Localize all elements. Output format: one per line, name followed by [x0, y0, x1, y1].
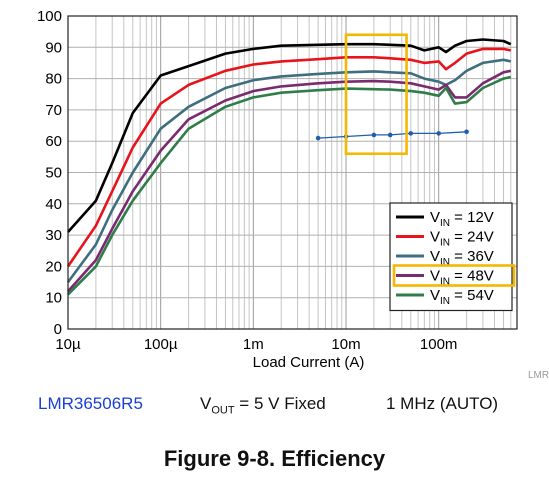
marker-point [387, 132, 393, 138]
series-line-5 [67, 75, 512, 296]
part-number-label: LMR36506R5 [38, 394, 143, 413]
series-line-2 [66, 47, 512, 268]
frequency-label: 1 MHz (AUTO) [386, 394, 499, 413]
vout-value: = 5 V Fixed [234, 394, 326, 413]
series-line-4 [67, 69, 512, 293]
highlight-box [344, 33, 408, 156]
figure-title: Figure 9-8. Efficiency [163, 446, 386, 471]
watermark-label: LMR3 [528, 370, 549, 381]
marker-point [371, 132, 377, 138]
legend-highlight-box [392, 264, 516, 287]
x-axis-title: Load Current (A) [253, 354, 365, 371]
y-tick-label: 100 [37, 8, 62, 25]
series-group [66, 38, 512, 296]
marker-point [408, 131, 414, 136]
efficiency-chart: 0 10 20 30 40 50 60 70 80 90 100 10µ 100µ 1m 10m 100m Lo… [37, 8, 549, 381]
legend-label: VIN = 48V [430, 268, 494, 288]
y-tick-label: 20 [45, 258, 62, 275]
legend-label: VIN = 24V [430, 229, 494, 249]
vout-subscript: OUT [211, 404, 235, 417]
marker-point [464, 129, 469, 135]
y-tick-label: 10 [45, 290, 62, 307]
y-tick-label: 70 [45, 102, 62, 119]
series-line-3 [66, 58, 512, 283]
output-voltage-label: VOUT = 5 V Fixed [200, 394, 326, 416]
y-tick-label: 90 [45, 39, 62, 56]
x-tick-label: 10m [331, 336, 360, 353]
series-line-1 [67, 38, 512, 233]
y-tick-label: 40 [45, 196, 62, 213]
y-tick-label: 30 [45, 227, 62, 244]
x-tick-label: 100m [420, 336, 458, 353]
y-tick-label: 0 [54, 321, 62, 338]
x-tick-label: 10µ [55, 336, 81, 353]
y-tick-label: 50 [45, 165, 62, 182]
legend-label: VIN = 12V [430, 209, 494, 229]
legend-label: VIN = 54V [430, 287, 494, 307]
y-tick-label: 60 [45, 133, 62, 150]
x-tick-label: 100µ [144, 336, 178, 353]
x-tick-label: 1m [243, 336, 264, 353]
plot-frame [67, 15, 518, 330]
legend-label: VIN = 36V [430, 248, 494, 268]
vout-prefix: V [200, 394, 212, 413]
marker-point [436, 131, 441, 136]
y-tick-label: 80 [45, 71, 62, 88]
marker-point [315, 135, 321, 141]
caption-row: LMR36506R5 VOUT = 5 V Fixed 1 MHz (AUTO) [0, 394, 549, 420]
